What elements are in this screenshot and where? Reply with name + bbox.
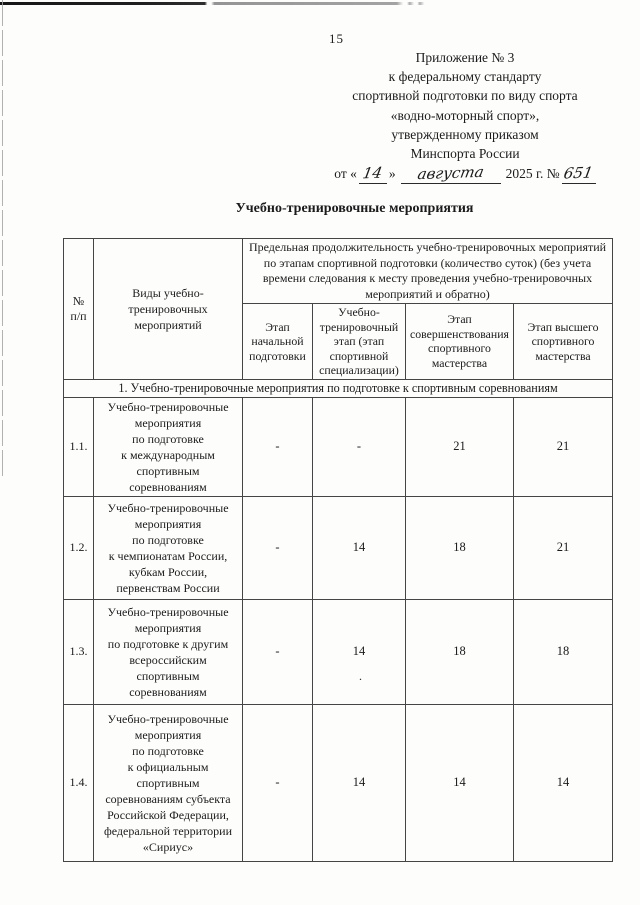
appendix-block: Приложение № 3 к федеральному стандарту … xyxy=(300,48,630,185)
scan-artifact-dot: . xyxy=(359,668,362,683)
handwritten-day: 14 xyxy=(361,163,385,183)
scan-artifact-left-line xyxy=(2,0,3,480)
value-cell: - xyxy=(242,396,313,497)
header-cell-stage-improvement: Этап совершенствования спортивного масте… xyxy=(405,303,514,380)
event-type-cell: Учебно-тренировочные мероприятия по подг… xyxy=(93,703,243,862)
event-type-cell: Учебно-тренировочные мероприятия по подг… xyxy=(93,495,243,600)
row-number-cell: 1.3. xyxy=(63,598,94,705)
date-month-blank: августа xyxy=(400,163,501,185)
appendix-line-4: «водно-моторный спорт», xyxy=(390,107,540,123)
date-prefix: от « xyxy=(334,166,357,182)
header-cell-number: № п/п xyxy=(63,238,94,380)
page-number: 15 xyxy=(329,31,344,46)
order-number-blank: 651 xyxy=(561,163,596,185)
value-cell: 21 xyxy=(512,495,614,600)
value-cell: 14 xyxy=(312,703,406,862)
table-row-1-3: 1.3. Учебно-тренировочные мероприятия по… xyxy=(63,598,614,705)
appendix-line-5: утвержденному приказом xyxy=(391,126,539,142)
handwritten-month: августа xyxy=(416,163,486,184)
handwritten-order-number: 651 xyxy=(562,163,595,183)
header-cell-duration-span: Предельная продолжительность учебно-трен… xyxy=(241,238,614,304)
header-cell-stage-training: Учебно- тренировочный этап (этап спортив… xyxy=(312,303,406,380)
event-type-cell: Учебно-тренировочные мероприятия по подг… xyxy=(93,396,243,497)
section-header-cell: 1. Учебно-тренировочные мероприятия по п… xyxy=(62,378,614,398)
cell-value: 14 xyxy=(352,644,366,658)
document-title: Учебно-тренировочные мероприятия xyxy=(235,201,474,216)
appendix-line-3: спортивной подготовки по виду спорта xyxy=(352,88,578,104)
table-section-row: 1. Учебно-тренировочные мероприятия по п… xyxy=(62,378,614,398)
value-cell: 14 xyxy=(312,495,406,600)
row-number-cell: 1.2. xyxy=(63,495,94,600)
value-cell: 18 xyxy=(405,598,514,705)
value-cell: 18 xyxy=(405,495,514,600)
scan-artifact-top-line xyxy=(0,2,640,5)
table-row-1-2: 1.2. Учебно-тренировочные мероприятия по… xyxy=(63,495,614,600)
appendix-date-line: от «14» августа 2025 г. № 651 xyxy=(300,163,630,185)
event-type-cell: Учебно-тренировочные мероприятия по подг… xyxy=(93,598,243,705)
appendix-line-2: к федеральному стандарту xyxy=(388,69,542,85)
value-cell: - xyxy=(242,598,313,705)
training-events-table: № п/п Виды учебно-тренировочных мероприя… xyxy=(62,238,614,862)
appendix-line-6: Минспорта России xyxy=(410,146,520,162)
table-header-row-stages: Этап начальной подготовки Учебно- тренир… xyxy=(64,303,614,380)
value-cell: 21 xyxy=(405,396,514,497)
header-cell-stage-highest: Этап высшего спортивного мастерства xyxy=(512,303,614,380)
value-cell: - xyxy=(242,703,313,862)
appendix-line-1: Приложение № 3 xyxy=(415,50,515,65)
table-header-row-top: № п/п Виды учебно-тренировочных мероприя… xyxy=(63,238,614,380)
value-cell: 14 xyxy=(512,703,614,862)
value-cell: - xyxy=(242,495,313,600)
value-cell: 14 xyxy=(405,703,514,862)
table-row-1-4: 1.4. Учебно-тренировочные мероприятия по… xyxy=(63,703,614,862)
value-cell: - xyxy=(312,396,406,497)
date-year-label: 2025 г. № xyxy=(505,166,560,182)
value-cell: 18 xyxy=(512,598,614,705)
date-close-quote: » xyxy=(388,166,396,182)
table-row-1-1: 1.1. Учебно-тренировочные мероприятия по… xyxy=(63,396,614,497)
row-number-cell: 1.4. xyxy=(63,703,94,862)
header-cell-stage-initial: Этап начальной подготовки xyxy=(242,303,313,380)
value-cell: 21 xyxy=(512,396,614,497)
header-cell-kinds: Виды учебно-тренировочных мероприятий xyxy=(93,238,243,380)
row-number-cell: 1.1. xyxy=(63,396,94,497)
value-cell: 14. xyxy=(312,598,406,705)
date-day-blank: 14 xyxy=(358,163,387,185)
